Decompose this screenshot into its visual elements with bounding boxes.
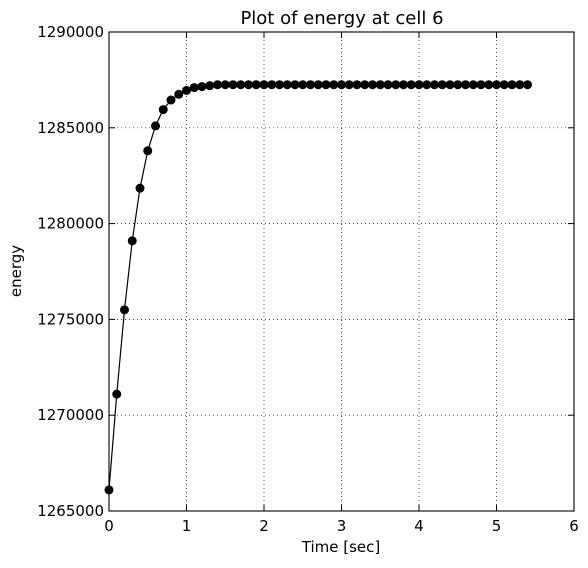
axis-tick-labels: 0 1 2 3 4 5 6 1265000 1270000 1275000 1280000 12850… bbox=[37, 23, 579, 535]
chart-title: Plot of energy at cell 6 bbox=[240, 8, 443, 29]
data-point bbox=[174, 89, 184, 99]
data-point bbox=[406, 80, 416, 90]
data-point bbox=[282, 80, 292, 90]
data-point bbox=[267, 80, 277, 90]
y-axis-label: energy bbox=[7, 245, 25, 297]
data-point bbox=[213, 80, 222, 90]
data-point bbox=[383, 80, 393, 90]
x-tick-label: 3 bbox=[337, 517, 347, 535]
data-point bbox=[182, 85, 191, 95]
data-point bbox=[259, 80, 269, 90]
data-point bbox=[220, 80, 230, 90]
x-tick-label: 4 bbox=[414, 517, 424, 535]
data-point bbox=[298, 80, 308, 90]
data-point bbox=[422, 80, 432, 90]
data-point bbox=[251, 80, 261, 90]
data-point bbox=[228, 80, 238, 90]
data-point bbox=[492, 80, 501, 90]
data-point bbox=[329, 80, 339, 90]
data-point bbox=[430, 80, 439, 90]
data-point bbox=[112, 389, 122, 399]
data-point bbox=[120, 305, 129, 315]
data-point bbox=[375, 80, 385, 90]
data-point bbox=[189, 83, 199, 93]
y-tick-label: 1285000 bbox=[37, 119, 104, 137]
data-point bbox=[244, 80, 253, 90]
y-tick-label: 1275000 bbox=[37, 310, 104, 328]
plot-series bbox=[104, 80, 532, 495]
data-point bbox=[399, 80, 408, 90]
data-point bbox=[515, 80, 525, 90]
x-tick-label: 2 bbox=[259, 517, 269, 535]
data-point bbox=[461, 80, 470, 90]
x-axis-label: Time [sec] bbox=[301, 538, 380, 556]
data-point bbox=[205, 81, 215, 91]
data-point bbox=[143, 146, 153, 156]
data-point bbox=[236, 80, 246, 90]
data-point bbox=[352, 80, 362, 90]
x-tick-label: 1 bbox=[182, 517, 192, 535]
axis-ticks bbox=[108, 31, 575, 512]
data-point bbox=[468, 80, 478, 90]
series-line bbox=[108, 84, 528, 490]
data-point bbox=[484, 80, 494, 90]
x-tick-label: 6 bbox=[569, 517, 579, 535]
data-point bbox=[151, 121, 160, 131]
x-tick-label: 5 bbox=[492, 517, 502, 535]
data-point bbox=[158, 105, 168, 115]
data-point bbox=[337, 80, 346, 90]
data-point bbox=[344, 80, 354, 90]
data-point bbox=[445, 80, 455, 90]
data-point bbox=[360, 80, 370, 90]
data-point bbox=[414, 80, 424, 90]
data-point bbox=[507, 80, 517, 90]
data-point bbox=[523, 80, 532, 90]
data-point bbox=[290, 80, 300, 90]
y-tick-label: 1280000 bbox=[37, 215, 104, 233]
data-point bbox=[368, 80, 377, 90]
data-point bbox=[437, 80, 447, 90]
data-point bbox=[453, 80, 463, 90]
data-point bbox=[476, 80, 486, 90]
data-point bbox=[275, 80, 284, 90]
data-point bbox=[391, 80, 401, 90]
data-point bbox=[166, 95, 176, 105]
data-point bbox=[499, 80, 509, 90]
data-point bbox=[135, 183, 145, 193]
data-point bbox=[197, 82, 207, 92]
data-point bbox=[313, 80, 323, 90]
x-tick-label: 0 bbox=[104, 517, 114, 535]
y-tick-label: 1270000 bbox=[37, 406, 104, 424]
plot-frame bbox=[108, 31, 575, 512]
y-tick-label: 1290000 bbox=[37, 23, 104, 41]
data-point bbox=[321, 80, 331, 90]
data-point bbox=[306, 80, 315, 90]
data-point bbox=[127, 236, 137, 246]
grid bbox=[109, 32, 574, 511]
y-tick-label: 1265000 bbox=[37, 502, 104, 520]
